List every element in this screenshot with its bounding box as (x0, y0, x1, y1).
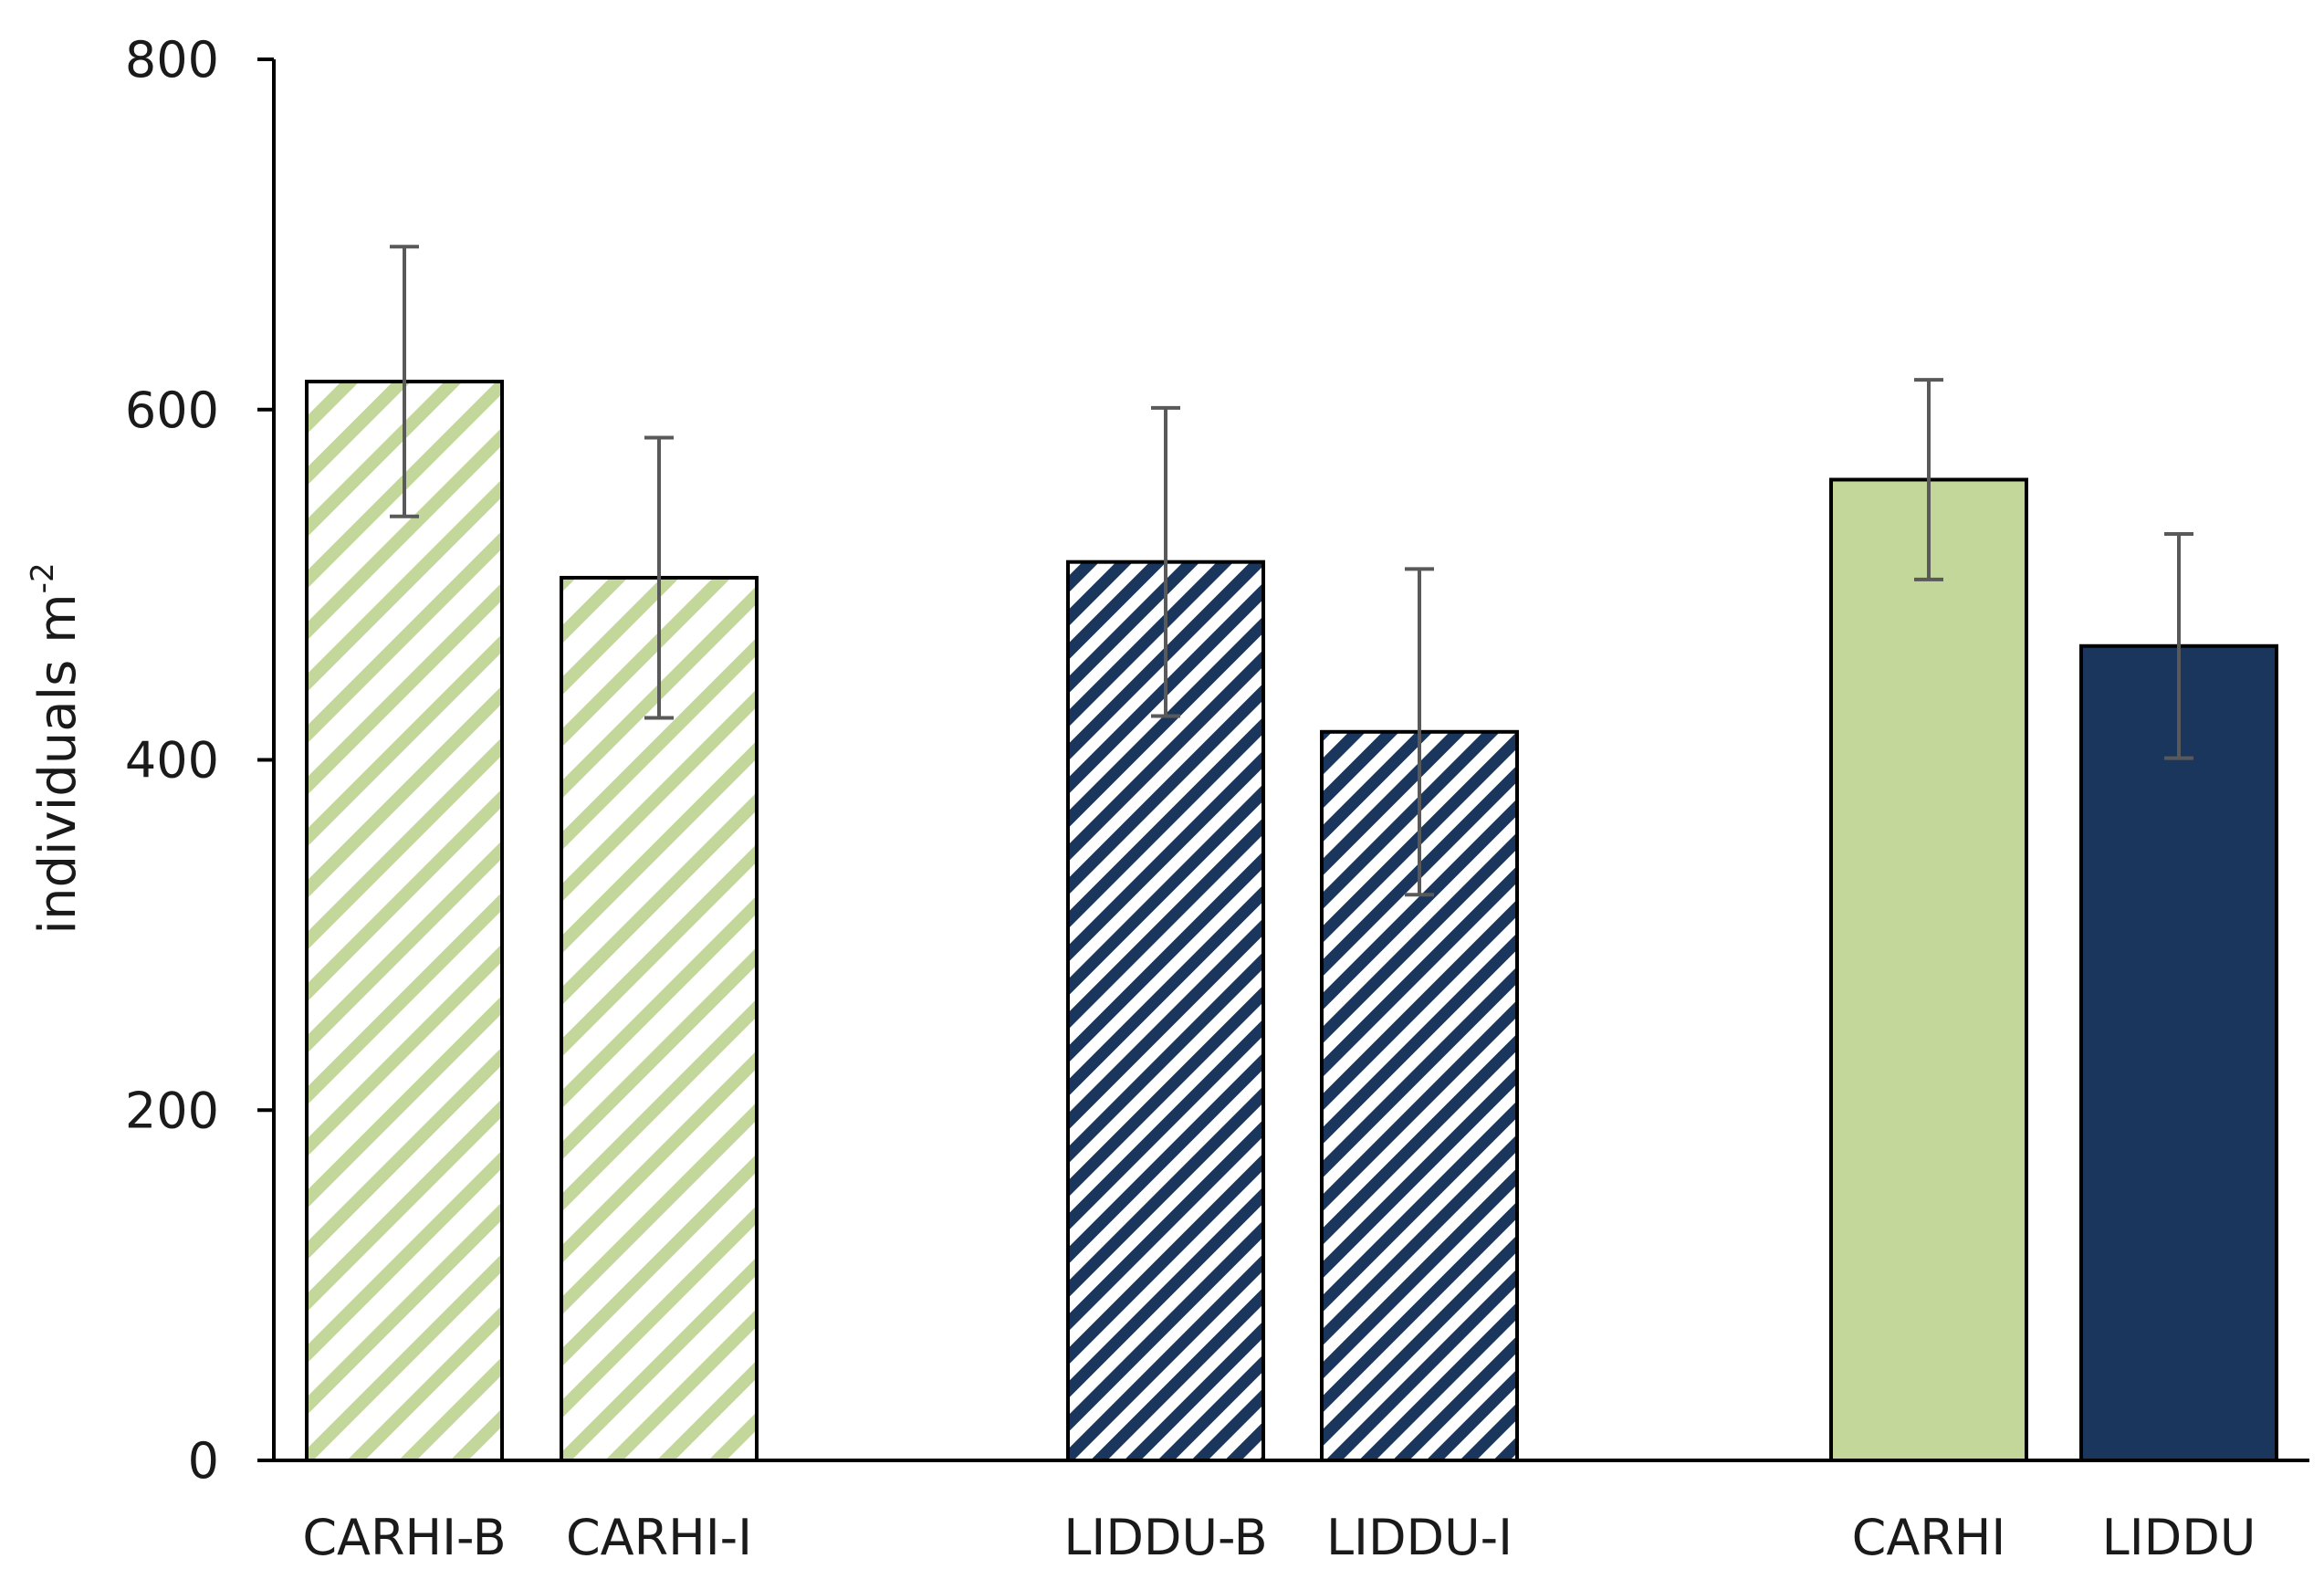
x-tick-label-carhi-b: CARHI-B (302, 1509, 506, 1566)
bar-carhi-i (560, 575, 759, 1462)
x-tick-label-carhi-i: CARHI-I (566, 1509, 752, 1566)
x-tick-label-liddu-b: LIDDU-B (1063, 1509, 1267, 1566)
bar-liddu (2079, 643, 2278, 1462)
y-axis-title-superscript: -2 (25, 562, 61, 593)
x-tick-label-liddu-i: LIDDU-I (1326, 1509, 1513, 1566)
y-tick-label-600: 600 (125, 382, 219, 439)
plot-area: 0 200 400 600 800 CARHI-B CARHI-I LIDDU-B LIDDU-… (125, 31, 2309, 1566)
y-tick-label-800: 800 (125, 31, 219, 89)
y-axis-title: individuals m-2 (25, 562, 88, 934)
x-tick-label-carhi: CARHI (1852, 1509, 2006, 1566)
bar-carhi (1829, 477, 2028, 1462)
y-tick-label-0: 0 (188, 1432, 219, 1490)
bar-carhi-b (305, 380, 504, 1462)
y-tick-label-200: 200 (125, 1082, 219, 1139)
x-tick-label-liddu: LIDDU (2102, 1509, 2256, 1566)
y-tick-label-400: 400 (125, 732, 219, 790)
y-axis-title-text: individuals m (28, 593, 88, 934)
